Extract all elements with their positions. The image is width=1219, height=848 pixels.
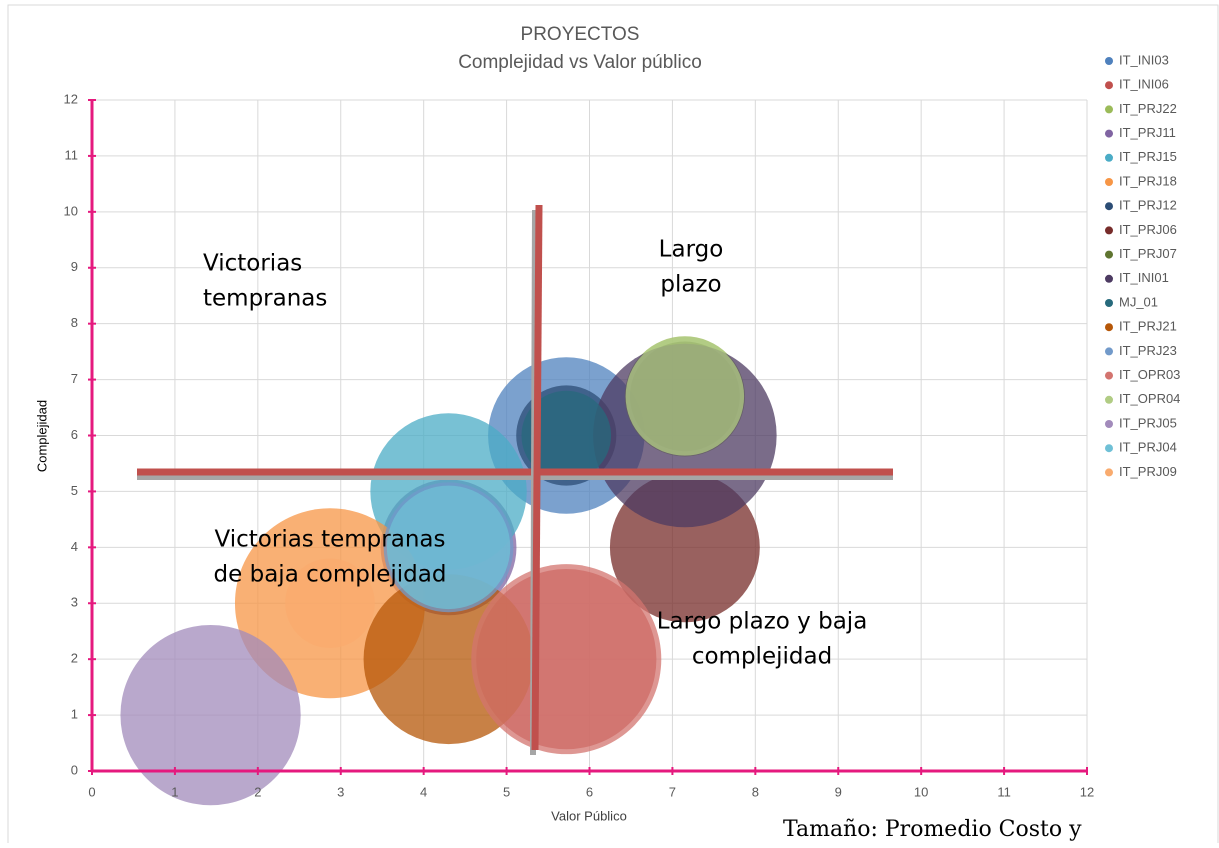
x-tick-label: 8 xyxy=(752,784,759,799)
legend-label: IT_PRJ11 xyxy=(1119,125,1176,140)
legend-label: IT_OPR03 xyxy=(1119,367,1180,382)
bubble xyxy=(285,558,375,649)
y-tick-label: 0 xyxy=(71,762,78,777)
annotation: plazo xyxy=(660,272,721,298)
y-axis-label: Complejidad xyxy=(34,400,49,472)
legend-label: IT_PRJ23 xyxy=(1119,343,1177,358)
x-tick-label: 10 xyxy=(914,784,928,799)
legend-label: IT_OPR04 xyxy=(1119,391,1180,406)
annotation: de baja complejidad xyxy=(214,562,447,588)
legend-label: IT_PRJ04 xyxy=(1119,440,1177,455)
x-tick-label: 1 xyxy=(171,784,178,799)
legend-marker xyxy=(1105,274,1113,283)
x-tick-label: 9 xyxy=(835,784,842,799)
y-tick-label: 11 xyxy=(65,147,79,162)
legend-marker xyxy=(1105,299,1113,307)
legend-label: IT_PRJ18 xyxy=(1119,173,1177,188)
x-tick-label: 12 xyxy=(1080,784,1094,799)
bubble xyxy=(386,485,511,610)
legend-label: IT_PRJ07 xyxy=(1119,246,1177,261)
x-tick-label: 4 xyxy=(420,784,427,799)
y-tick-label: 12 xyxy=(64,91,78,106)
legend-marker xyxy=(1105,444,1113,453)
legend-label: IT_INI06 xyxy=(1119,77,1169,92)
legend-label: IT_PRJ06 xyxy=(1119,222,1177,237)
x-tick-label: 3 xyxy=(337,784,344,799)
size-note: Tamaño: Promedio Costo y xyxy=(783,817,1082,842)
x-tick-label: 2 xyxy=(254,784,261,799)
quadrant-lines xyxy=(137,204,893,756)
y-tick-label: 6 xyxy=(71,427,78,442)
y-tick-label: 5 xyxy=(71,483,78,498)
y-tick-label: 2 xyxy=(71,651,78,666)
y-tick-label: 7 xyxy=(71,371,78,386)
legend-label: IT_PRJ15 xyxy=(1119,149,1177,164)
annotation: complejidad xyxy=(692,644,832,670)
bubbles xyxy=(120,336,777,806)
annotation: tempranas xyxy=(203,286,327,312)
x-tick-label: 11 xyxy=(997,784,1011,799)
legend: IT_INI03 IT_INI06 IT_PRJ22 IT_PRJ11 IT_PRJ15… xyxy=(1105,52,1180,479)
legend-label: MJ_01 xyxy=(1119,294,1158,309)
legend-marker xyxy=(1105,202,1113,211)
legend-marker xyxy=(1105,250,1113,259)
x-tick-label: 6 xyxy=(586,784,593,799)
annotation: Victorias xyxy=(203,251,302,277)
legend-label: IT_INI03 xyxy=(1119,52,1169,67)
annotation: Largo xyxy=(659,237,724,263)
legend-marker xyxy=(1105,178,1113,186)
y-tick-label: 4 xyxy=(71,539,78,554)
legend-label: IT_PRJ09 xyxy=(1119,464,1177,479)
y-tick-label: 8 xyxy=(71,315,78,330)
y-tick-label: 10 xyxy=(64,203,78,218)
legend-marker xyxy=(1105,323,1113,332)
y-tick-label: 3 xyxy=(71,595,78,610)
legend-label: IT_PRJ05 xyxy=(1119,415,1177,430)
legend-marker xyxy=(1105,468,1113,477)
legend-label: IT_INI01 xyxy=(1119,270,1169,285)
legend-marker xyxy=(1105,153,1113,162)
annotation: Victorias tempranas xyxy=(215,527,446,553)
x-tick-label: 7 xyxy=(669,784,676,799)
legend-label: IT_PRJ22 xyxy=(1119,101,1177,116)
x-tick-label: 5 xyxy=(503,784,510,799)
legend-marker xyxy=(1105,371,1113,380)
chart-subtitle: Complejidad vs Valor público xyxy=(458,52,702,73)
x-tick-label: 0 xyxy=(88,784,95,799)
legend-marker xyxy=(1105,347,1113,356)
legend-marker xyxy=(1105,226,1113,235)
legend-marker xyxy=(1105,129,1113,138)
y-tick-label: 9 xyxy=(71,259,78,274)
annotation: Largo plazo y baja xyxy=(657,609,868,635)
legend-marker xyxy=(1105,105,1113,114)
y-tick-label: 1 xyxy=(71,707,78,722)
chart-title: PROYECTOS xyxy=(521,24,640,45)
vertical-divider xyxy=(531,204,543,751)
legend-marker xyxy=(1105,81,1113,90)
legend-label: IT_PRJ21 xyxy=(1119,319,1177,334)
bubble xyxy=(471,564,662,755)
bubble xyxy=(625,337,745,456)
legend-label: IT_PRJ12 xyxy=(1119,198,1177,213)
legend-marker xyxy=(1105,420,1113,428)
bubble xyxy=(120,624,301,806)
x-axis-label: Valor Público xyxy=(551,808,627,823)
legend-marker xyxy=(1105,395,1113,404)
bubble xyxy=(521,390,612,481)
legend-marker xyxy=(1105,57,1113,65)
annotations: Victorias tempranas Largo plazo Victorias te… xyxy=(203,237,867,670)
